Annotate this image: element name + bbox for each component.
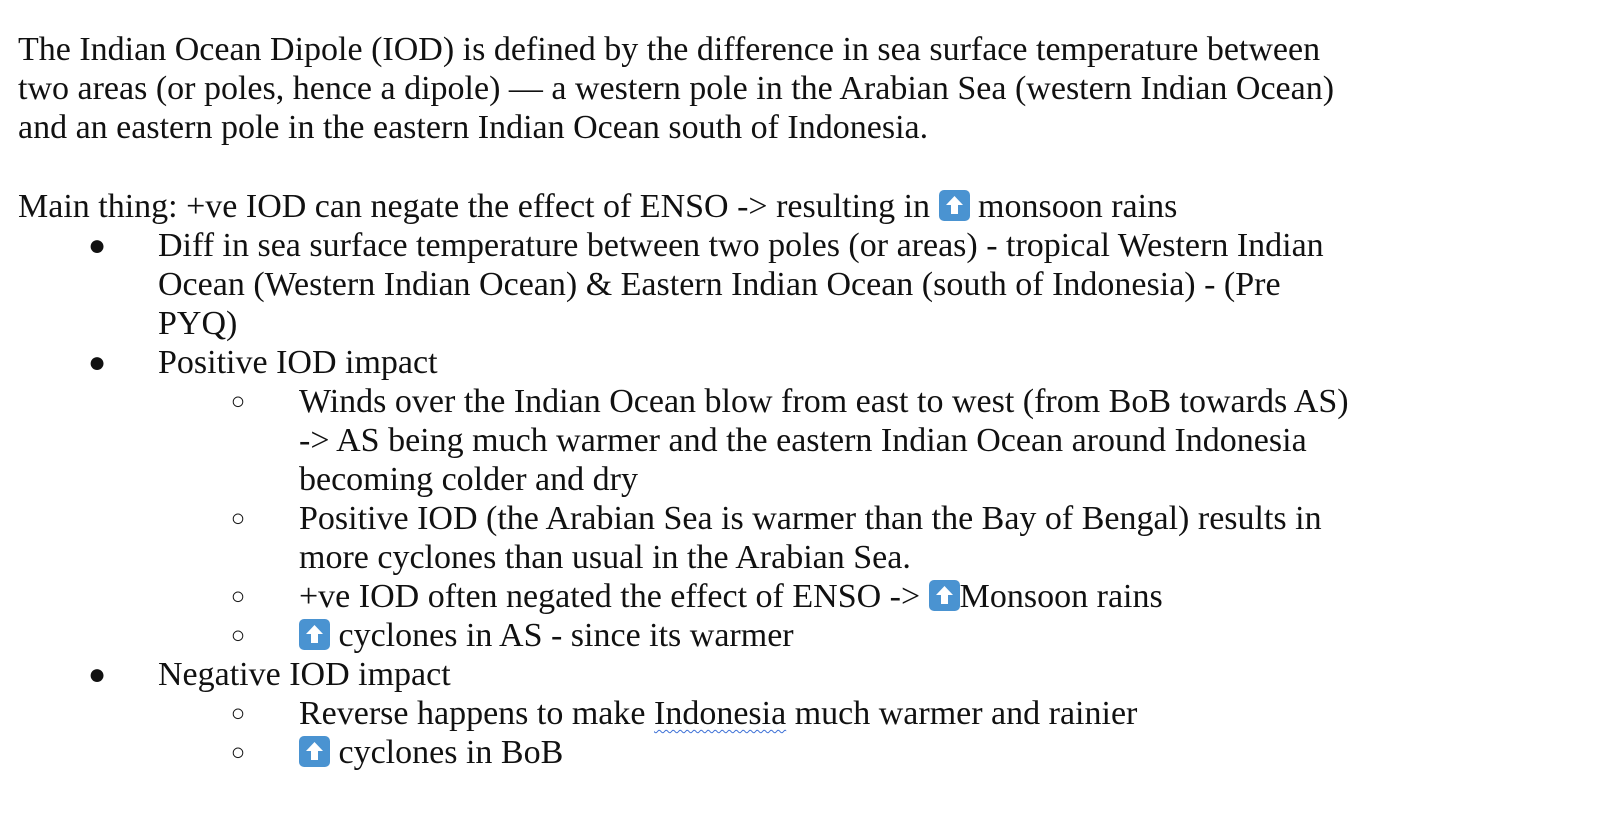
bullet3-sub1-prefix: Reverse happens to make [299, 695, 654, 732]
bullet2-sub2-line-1: Positive IOD (the Arabian Sea is warmer … [299, 500, 1322, 537]
intro-line-1: The Indian Ocean Dipole (IOD) is defined… [18, 31, 1321, 68]
bullet2-sub3-suffix: Monsoon rains [959, 578, 1163, 615]
bullet3-sub2-text: cyclones in BoB [330, 734, 564, 771]
main-thing-line: Main thing: +ve IOD can negate the effec… [18, 187, 1177, 227]
intro-line-2: two areas (or poles, hence a dipole) — a… [18, 70, 1335, 107]
bullet-marker: ● [87, 346, 107, 379]
main-thing-prefix: Main thing: +ve IOD can negate the effec… [18, 188, 931, 225]
bullet-marker: ● [87, 658, 107, 691]
bullet-marker: ● [87, 229, 107, 262]
sub-bullet-marker: ○ [230, 740, 246, 766]
up-arrow-icon [299, 619, 330, 650]
sub-bullet-marker: ○ [230, 623, 246, 649]
bullet3-sub1-suffix: much warmer and rainier [786, 695, 1138, 732]
sub-bullet-marker: ○ [230, 389, 246, 415]
bullet1-line-3: PYQ) [158, 305, 238, 342]
bullet1-line-2: Ocean (Western Indian Ocean) & Eastern I… [158, 266, 1281, 303]
sub-bullet-marker: ○ [230, 506, 246, 532]
up-arrow-icon [299, 736, 330, 767]
bullet3-sub2-line: cyclones in BoB [299, 733, 563, 773]
intro-line-3: and an eastern pole in the eastern India… [18, 109, 929, 146]
up-arrow-icon [928, 580, 960, 611]
bullet2-sub2-line-2: more cyclones than usual in the Arabian … [299, 539, 911, 576]
main-thing-suffix: monsoon rains [969, 188, 1178, 225]
sub-bullet-marker: ○ [230, 584, 246, 610]
bullet3-sub1-line: Reverse happens to make Indonesia much w… [299, 694, 1137, 734]
bullet2-sub4-line: cyclones in AS - since its warmer [299, 616, 794, 656]
sub-bullet-marker: ○ [230, 701, 246, 727]
bullet2-sub1-line-2: -> AS being much warmer and the eastern … [299, 422, 1307, 459]
bullet3-label: Negative IOD impact [158, 656, 451, 693]
bullet2-sub1-line-3: becoming colder and dry [299, 461, 638, 498]
bullet2-sub4-text: cyclones in AS - since its warmer [330, 617, 794, 654]
bullet2-sub3-line: +ve IOD often negated the effect of ENSO… [299, 577, 1163, 617]
bullet2-label: Positive IOD impact [158, 344, 438, 381]
bullet1-line-1: Diff in sea surface temperature between … [158, 227, 1324, 264]
up-arrow-icon [938, 190, 970, 221]
bullet2-sub3-prefix: +ve IOD often negated the effect of ENSO… [299, 578, 929, 615]
spellcheck-flagged-word[interactable]: Indonesia [654, 695, 787, 732]
bullet2-sub1-line-1: Winds over the Indian Ocean blow from ea… [299, 383, 1349, 420]
